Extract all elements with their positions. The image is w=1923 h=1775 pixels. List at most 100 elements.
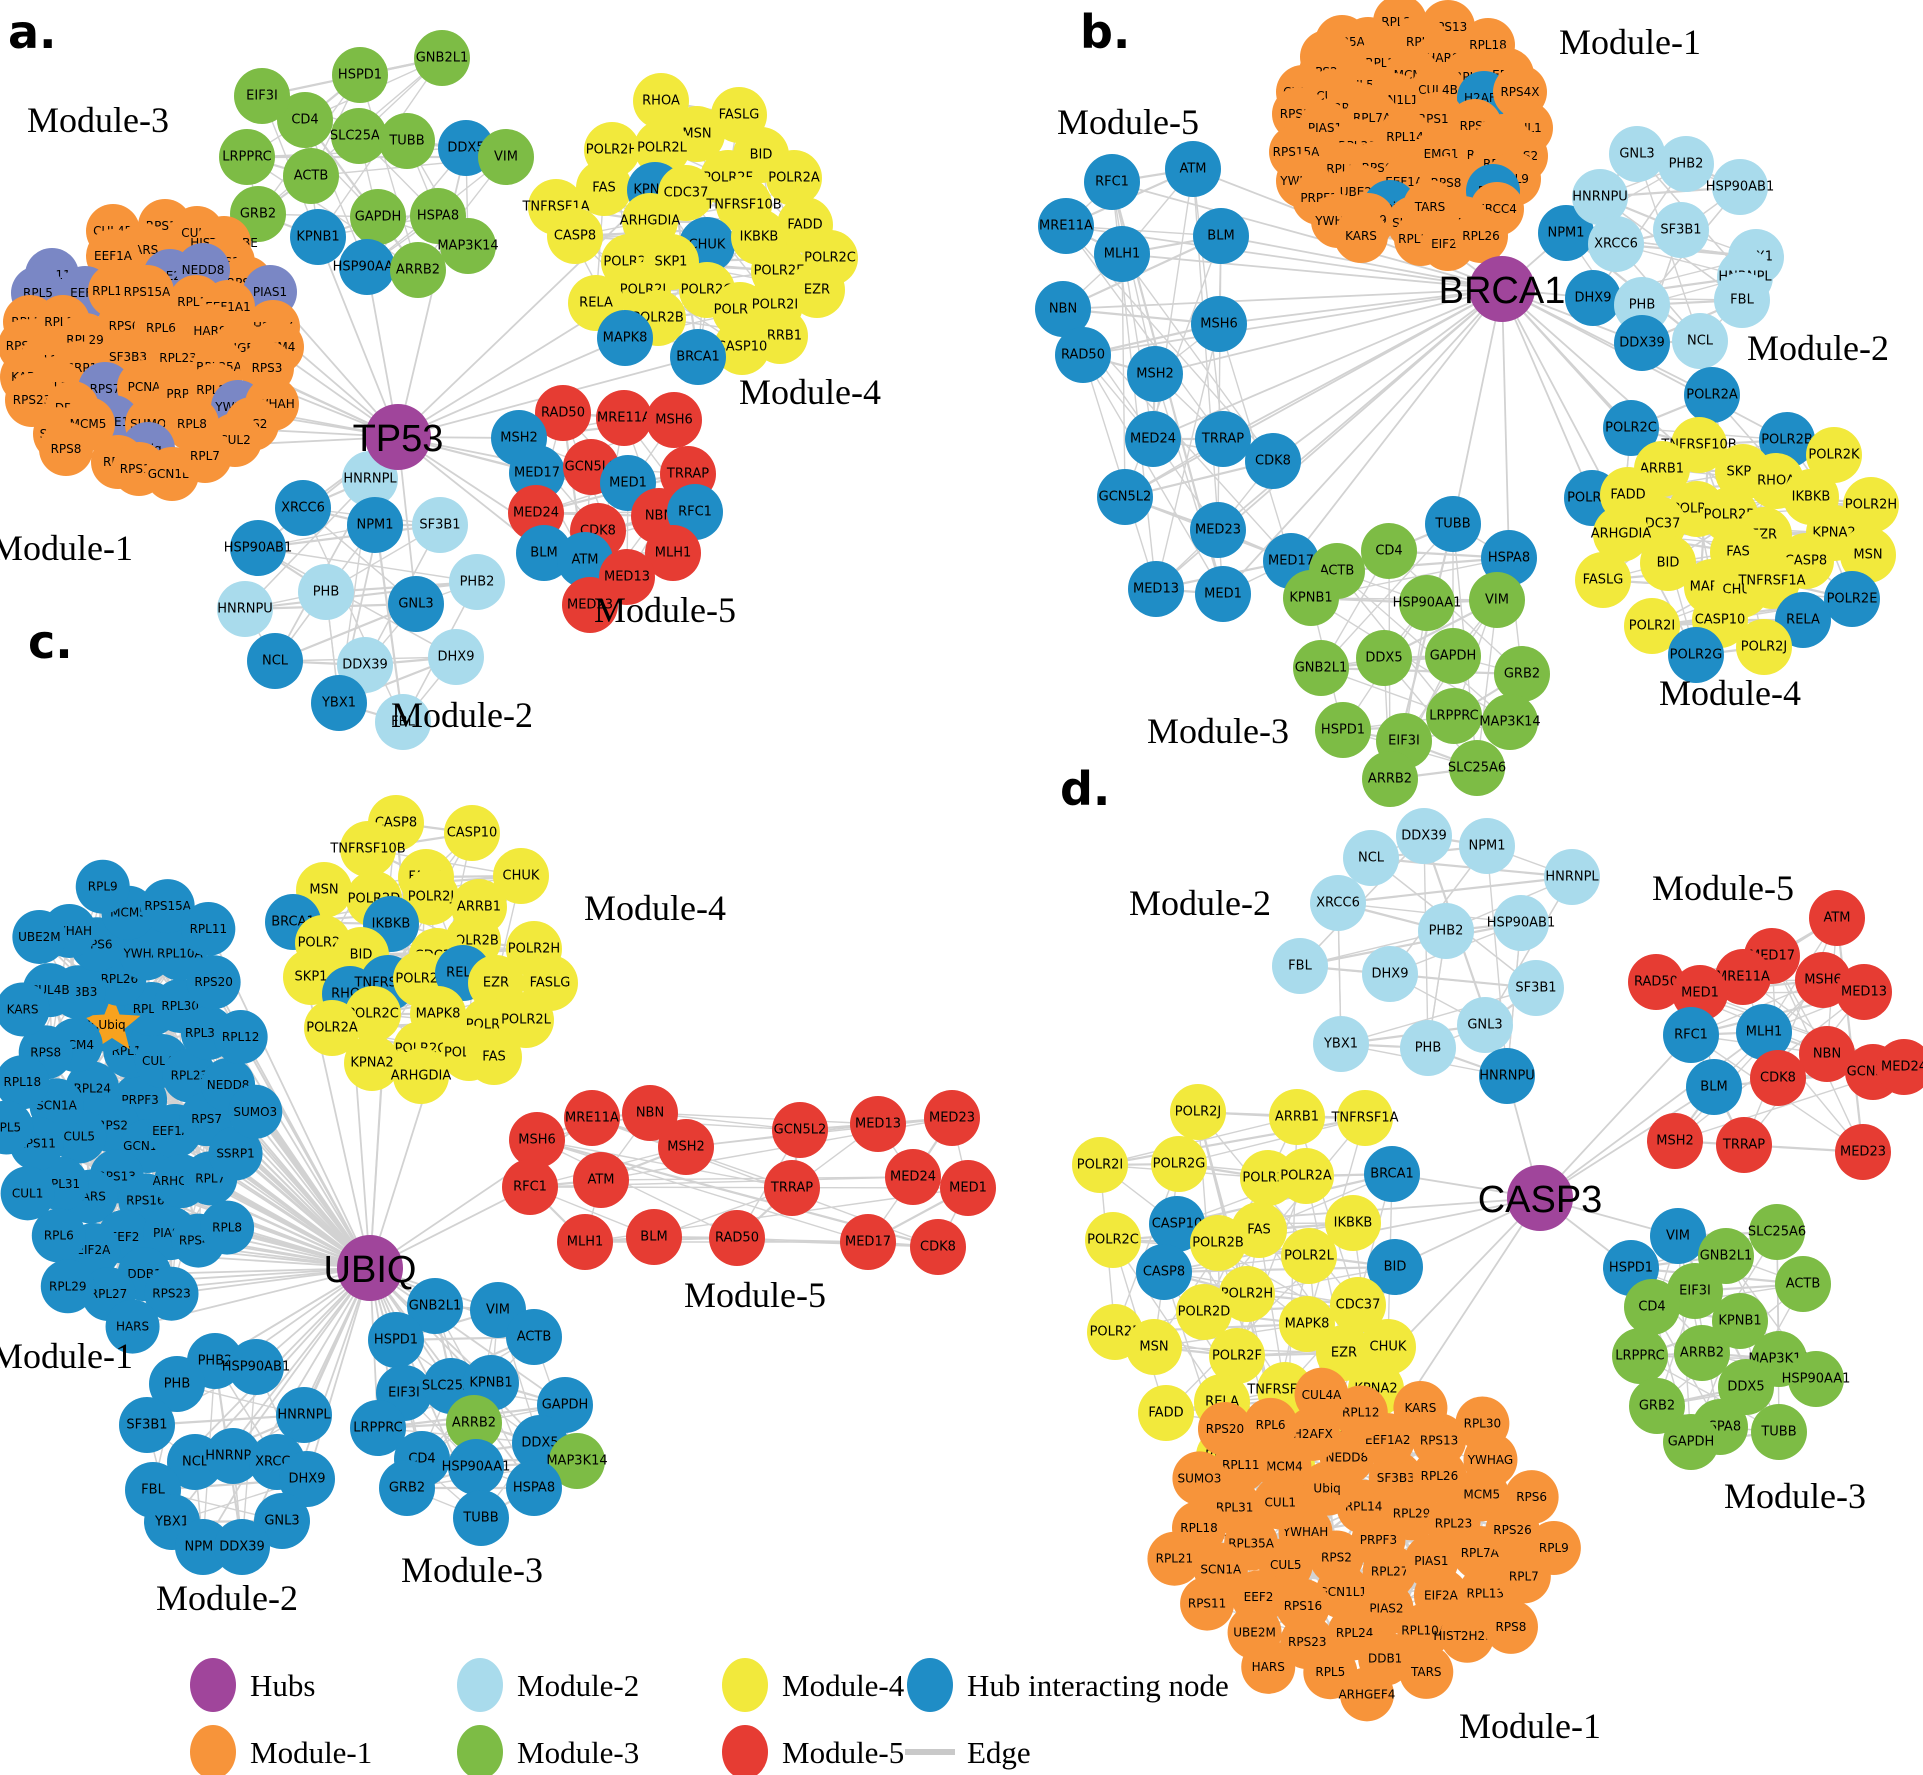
node-xrcc6	[1588, 216, 1644, 272]
node-hnrnpu	[1572, 169, 1628, 225]
node-label: GAPDH	[1668, 1435, 1715, 1450]
edge	[1340, 987, 1537, 1045]
node-label: EZR	[804, 283, 830, 298]
hub-spoke	[1452, 288, 1503, 525]
node-label: PHB2	[198, 1354, 233, 1369]
node-cd4	[1624, 1279, 1680, 1335]
node-label: TNFRSF10B	[705, 198, 781, 213]
node-blm	[1686, 1059, 1742, 1115]
node-label: POLR2C	[804, 251, 856, 266]
node-label: SF3B1	[1660, 223, 1701, 238]
node-rps20	[186, 955, 241, 1010]
node-label: MRE11A	[597, 411, 651, 426]
node-rad50	[1628, 954, 1684, 1010]
node-label: POLR2K	[395, 972, 447, 987]
node-label: RPL29	[49, 1279, 87, 1293]
node-rps11	[1180, 1576, 1235, 1631]
node-msn	[1126, 1319, 1182, 1375]
edge	[257, 547, 478, 583]
node-label: GCN1L1	[1318, 1585, 1367, 1599]
node-hsp90aa1	[448, 1439, 504, 1495]
node-label: RFC1	[678, 505, 712, 520]
edge	[1065, 225, 1224, 440]
node-ncl	[1672, 313, 1728, 369]
node-xrcc6	[1310, 875, 1366, 931]
node-label: BRCA1	[1370, 1167, 1414, 1182]
node-label: ATM	[1179, 162, 1206, 177]
node-label: MCM4	[1266, 1460, 1303, 1474]
node-npm1	[347, 497, 403, 553]
node-label: PHB2	[1669, 157, 1704, 172]
node-label: HNRNPL	[343, 472, 397, 487]
edge	[1154, 373, 1224, 595]
node-ezr	[468, 955, 524, 1011]
node-sf3b1	[1653, 202, 1709, 258]
node-label: NCL	[262, 654, 289, 669]
node-label: CDK8	[1255, 454, 1291, 469]
node-label: ATM	[587, 1173, 614, 1188]
node-label: TRRAP	[1722, 1138, 1765, 1153]
node-label: CASP10	[1695, 613, 1746, 628]
node-label: RPS3	[252, 361, 283, 375]
node-hnrnpl	[276, 1387, 332, 1443]
node-cdk8	[1245, 433, 1301, 489]
node-label: IKBKB	[1792, 490, 1831, 505]
node-tubb	[453, 1490, 509, 1546]
node-label: HIST2H2BE	[1433, 1629, 1501, 1643]
node-mlh1	[1736, 1004, 1792, 1060]
node-label: MED24	[1881, 1060, 1923, 1075]
node-label: RPS8	[1496, 1620, 1527, 1634]
node-mlh1	[1094, 226, 1150, 282]
node-label: TARS	[1410, 1665, 1442, 1679]
panel-letter: d.	[1060, 762, 1110, 816]
node-label: DDX39	[1619, 336, 1664, 351]
legend: Hubs Module-1 Module-2 Module-3 Module-4 Modu…	[190, 1658, 1229, 1775]
node-vim	[1650, 1208, 1706, 1264]
node-label: SF3B1	[126, 1418, 167, 1433]
node-label: ARHGEF4	[1338, 1687, 1395, 1701]
node-msh2	[1127, 346, 1183, 402]
node-casp8	[1136, 1244, 1192, 1300]
node-label: IKBKB	[372, 917, 411, 932]
node-msh6	[646, 392, 702, 448]
edge	[1082, 354, 1224, 595]
node-label: MSH6	[518, 1133, 556, 1148]
node-label: GNB2L1	[416, 51, 469, 66]
node-label: MED1	[1204, 587, 1242, 602]
node-rps6	[1504, 1470, 1559, 1525]
node-kpnb1	[290, 209, 346, 265]
node-ddx39	[214, 1519, 270, 1575]
node-arhgdia	[393, 1048, 449, 1104]
node-label: MRE11A	[1716, 970, 1770, 985]
node-phb	[149, 1356, 205, 1412]
node-label: MSH6	[1200, 317, 1238, 332]
node-rpl9	[1526, 1521, 1581, 1576]
node-label: PIAS1	[1414, 1554, 1448, 1568]
node-ikbkb	[1325, 1195, 1381, 1251]
node-label: IKBKB	[740, 230, 779, 245]
node-label: FADD	[787, 218, 822, 233]
node-label: MED24	[890, 1170, 936, 1185]
node-label: HNRNPL	[277, 1408, 331, 1423]
node-label: MAPK8	[1285, 1317, 1330, 1332]
node-label: CD4	[1638, 1300, 1665, 1315]
node-label: NBN	[645, 509, 673, 524]
node-label: ATM	[1823, 911, 1850, 926]
node-label: CDC37	[1336, 1298, 1381, 1313]
node-label: HARS	[116, 1320, 149, 1334]
node-label: GAPDH	[355, 210, 402, 225]
node-gnl3	[1457, 997, 1513, 1053]
node-label: POLR2H	[1845, 498, 1897, 513]
node-label: POLR2B	[1192, 1236, 1244, 1251]
node-chuk	[1360, 1319, 1416, 1375]
node-label: RPL24	[1336, 1626, 1374, 1640]
node-gcn5l2	[1097, 469, 1153, 525]
node-label: CUL1	[12, 1186, 43, 1200]
node-label: SLC25A6	[1748, 1225, 1806, 1240]
node-label: PIAS1	[1308, 121, 1342, 135]
node-gnl3	[388, 576, 444, 632]
node-label: GNL3	[398, 597, 433, 612]
node-label: SLC25A6	[330, 129, 388, 144]
hub-spoke	[1121, 253, 1503, 290]
node-label: GNB2L1	[1700, 1249, 1753, 1264]
